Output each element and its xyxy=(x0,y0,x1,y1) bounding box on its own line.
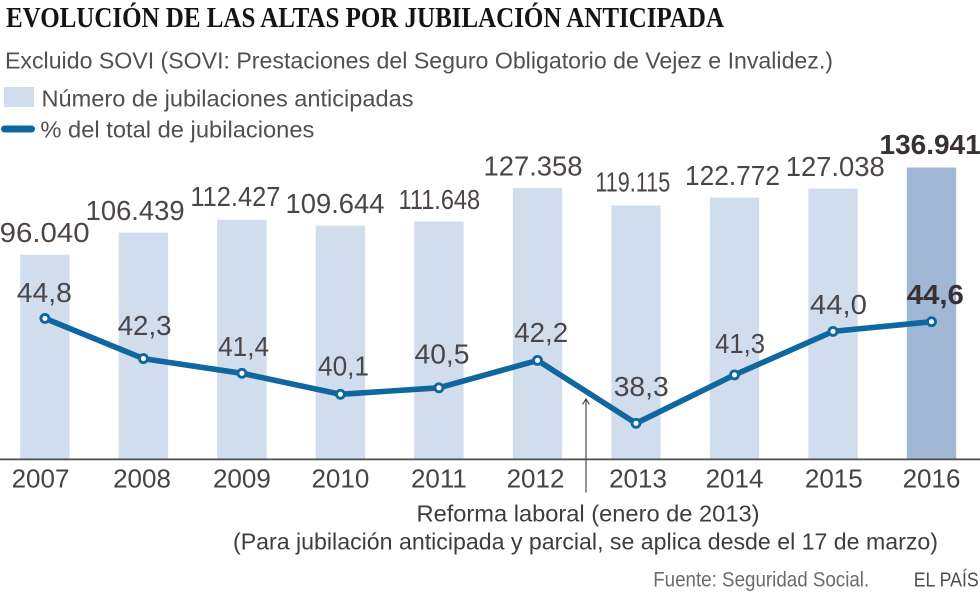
svg-text:41,3: 41,3 xyxy=(715,328,765,359)
svg-text:109.644: 109.644 xyxy=(286,188,385,219)
svg-text:Excluido SOVI (SOVI: Prestacio: Excluido SOVI (SOVI: Prestaciones del Se… xyxy=(5,47,833,73)
svg-text:42,3: 42,3 xyxy=(118,310,172,341)
svg-text:2013: 2013 xyxy=(609,464,667,494)
svg-text:127.358: 127.358 xyxy=(484,150,583,181)
svg-text:EL PAÍS: EL PAÍS xyxy=(914,569,979,592)
svg-text:106.439: 106.439 xyxy=(86,195,185,226)
svg-text:112.427: 112.427 xyxy=(190,181,280,212)
svg-text:44,0: 44,0 xyxy=(810,290,867,321)
svg-text:% del total de jubilaciones: % del total de jubilaciones xyxy=(40,117,314,143)
svg-text:Número de jubilaciones anticip: Número de jubilaciones anticipadas xyxy=(42,86,414,112)
svg-text:2009: 2009 xyxy=(213,464,271,494)
svg-text:41,4: 41,4 xyxy=(218,330,269,362)
svg-text:42,2: 42,2 xyxy=(514,317,568,348)
svg-text:2008: 2008 xyxy=(113,464,171,494)
svg-text:122.772: 122.772 xyxy=(685,159,780,191)
svg-text:44,8: 44,8 xyxy=(17,277,72,308)
svg-text:119.115: 119.115 xyxy=(595,167,670,198)
svg-text:38,3: 38,3 xyxy=(614,371,669,402)
svg-text:2015: 2015 xyxy=(805,464,863,494)
svg-text:2011: 2011 xyxy=(411,464,467,494)
svg-text:111.648: 111.648 xyxy=(399,185,480,215)
svg-text:2012: 2012 xyxy=(507,464,565,494)
svg-text:2016: 2016 xyxy=(903,464,961,494)
svg-text:(Para jubilación anticipada y: (Para jubilación anticipada y parcial, s… xyxy=(233,529,938,555)
svg-text:Reforma laboral (enero de 2013: Reforma laboral (enero de 2013) xyxy=(417,501,760,527)
svg-text:2007: 2007 xyxy=(12,464,70,494)
svg-text:EVOLUCIÓN DE LAS ALTAS POR JUB: EVOLUCIÓN DE LAS ALTAS POR JUBILACIÓN AN… xyxy=(6,1,724,34)
svg-text:127.038: 127.038 xyxy=(786,151,885,182)
svg-text:2010: 2010 xyxy=(311,464,369,494)
svg-text:40,1: 40,1 xyxy=(318,349,369,381)
svg-text:44,6: 44,6 xyxy=(907,280,964,311)
svg-text:136.941: 136.941 xyxy=(879,129,980,160)
svg-text:2014: 2014 xyxy=(706,464,764,494)
svg-text:40,5: 40,5 xyxy=(414,338,469,369)
svg-text:96.040: 96.040 xyxy=(0,218,90,249)
svg-text:Fuente: Seguridad Social.: Fuente: Seguridad Social. xyxy=(653,569,869,592)
